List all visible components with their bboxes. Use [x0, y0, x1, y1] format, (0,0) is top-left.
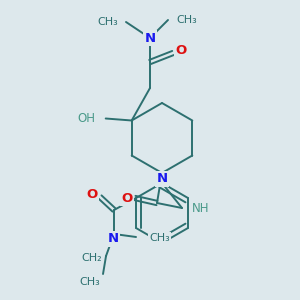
Text: O: O	[86, 188, 98, 202]
Text: N: N	[156, 172, 168, 185]
Text: O: O	[122, 191, 133, 205]
Text: CH₃: CH₃	[176, 15, 197, 25]
Text: N: N	[107, 232, 118, 245]
Text: N: N	[144, 32, 156, 44]
Text: CH₃: CH₃	[79, 277, 100, 287]
Text: CH₃: CH₃	[97, 17, 118, 27]
Text: O: O	[176, 44, 187, 58]
Text: CH₂: CH₂	[81, 253, 102, 263]
Text: NH: NH	[192, 202, 209, 214]
Text: OH: OH	[78, 112, 96, 125]
Text: CH₃: CH₃	[149, 233, 170, 243]
